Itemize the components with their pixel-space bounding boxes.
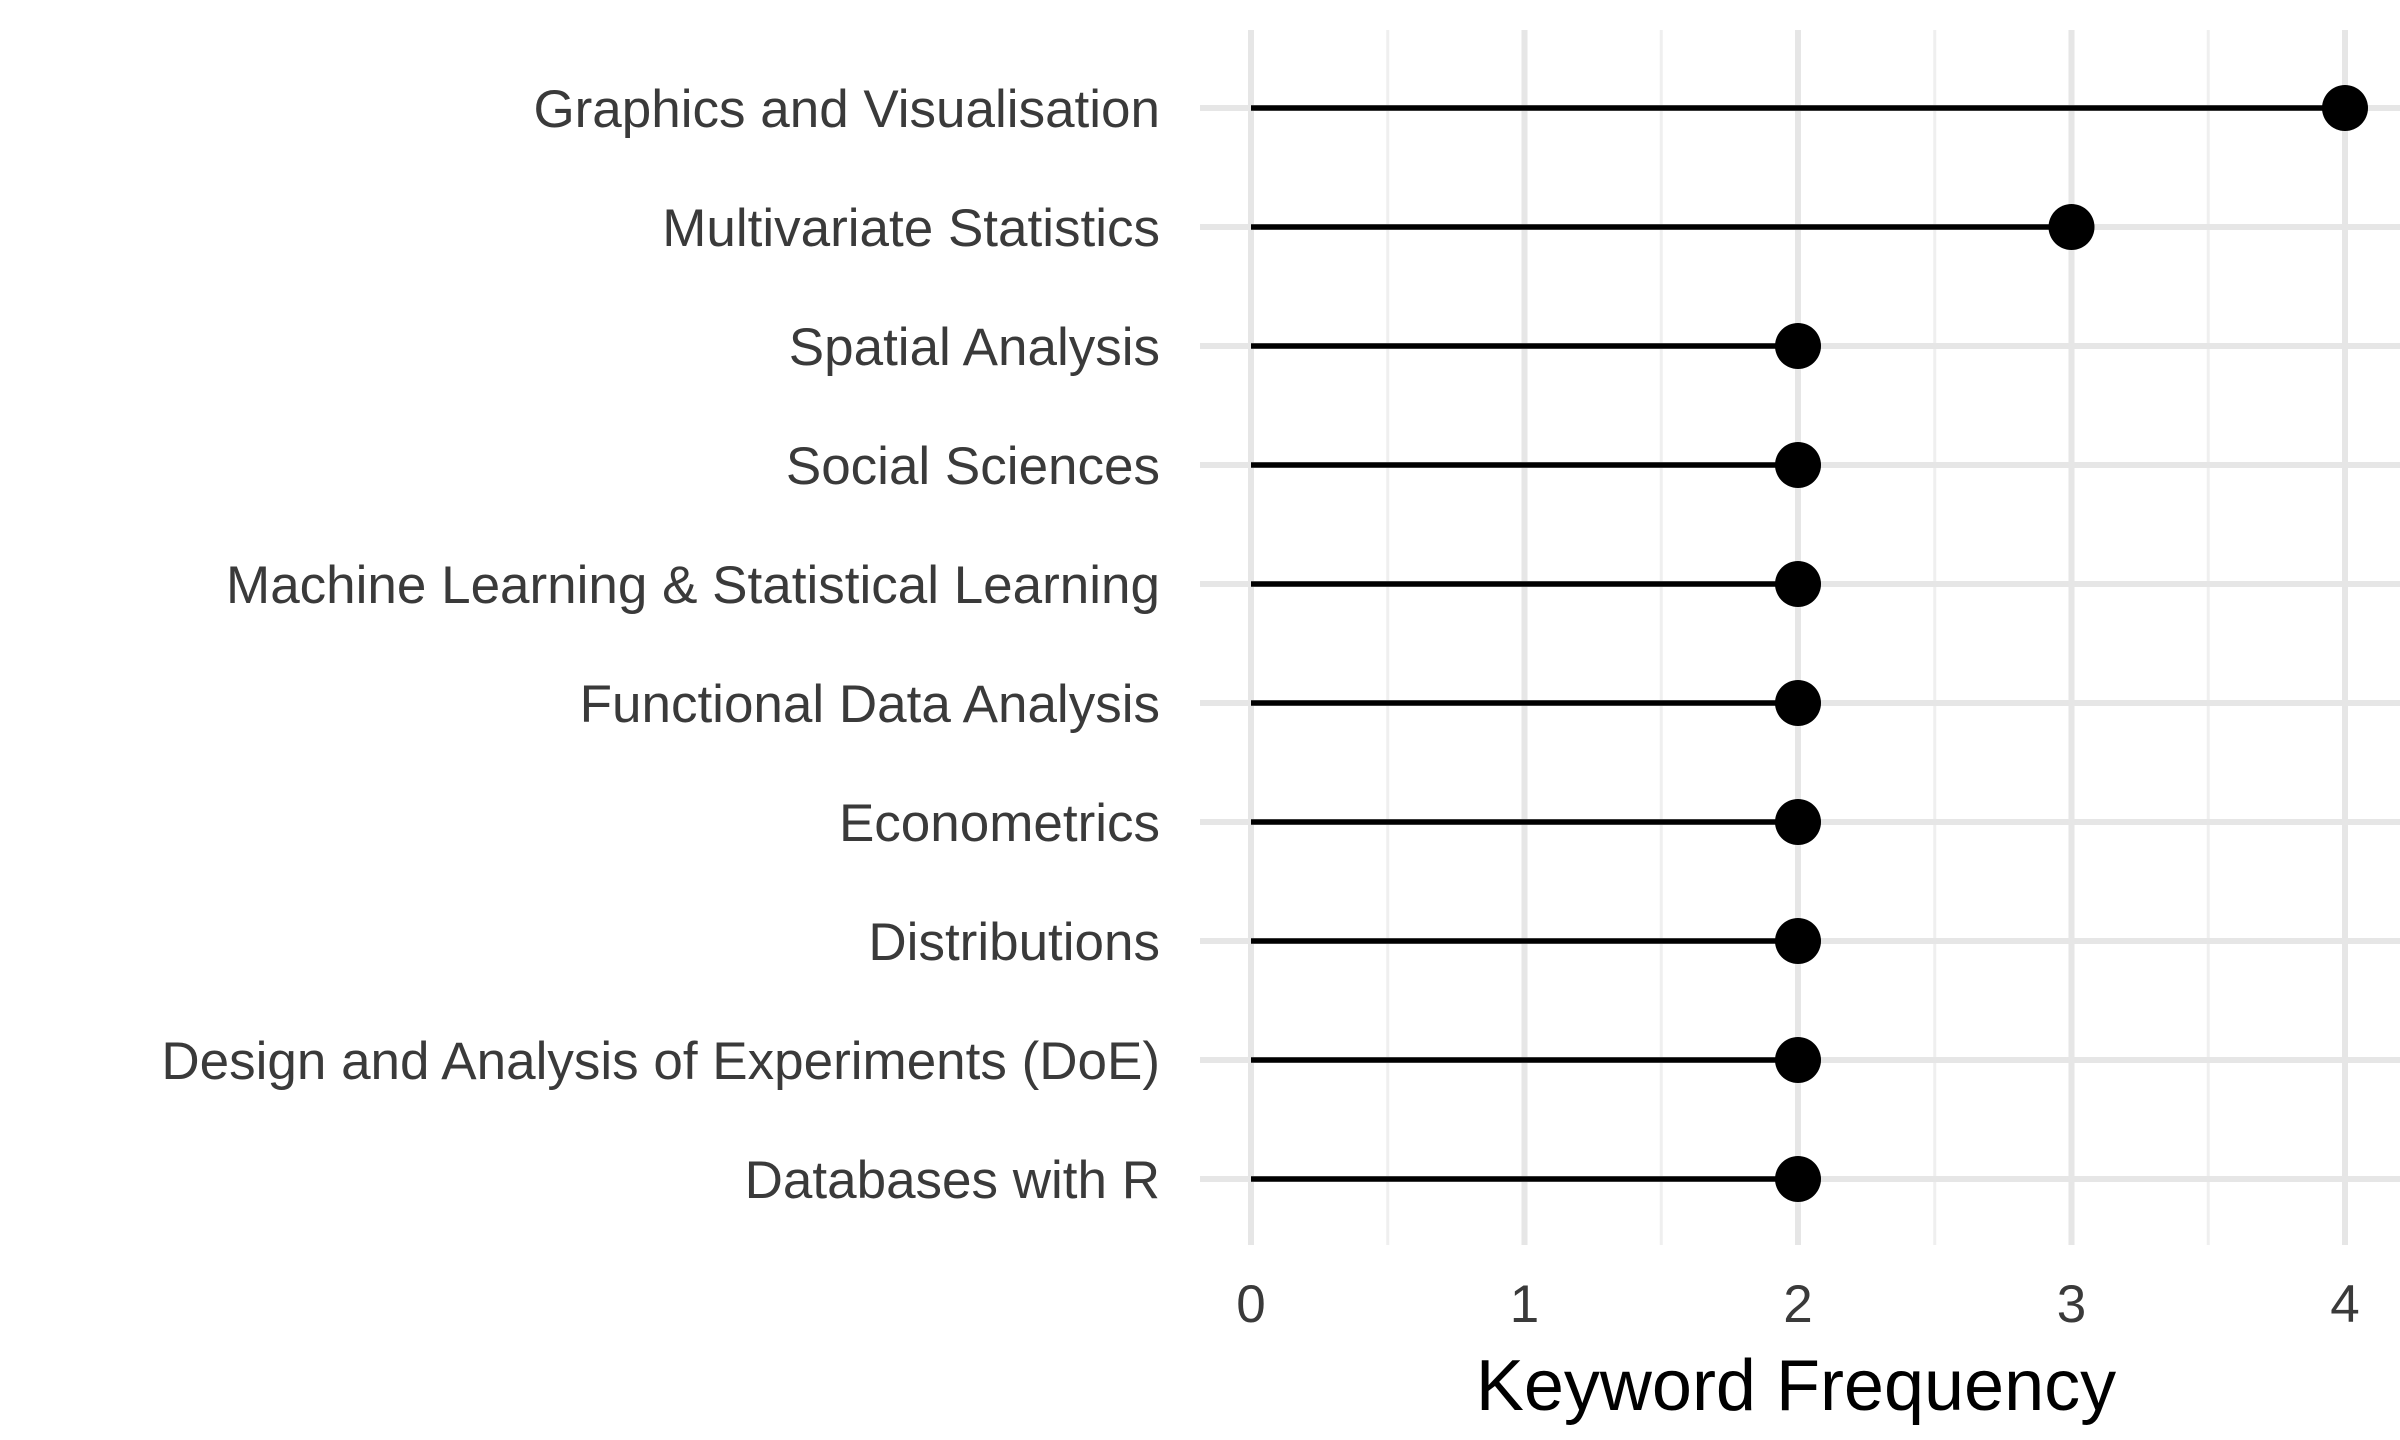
category-label: Graphics and Visualisation <box>533 80 1160 139</box>
category-label: Multivariate Statistics <box>662 199 1160 258</box>
x-axis-title: Keyword Frequency <box>1476 1346 2116 1426</box>
category-label: Databases with R <box>745 1151 1160 1210</box>
category-labels: Graphics and Visualisation Multivariate S… <box>161 80 1160 1210</box>
x-axis-tick-labels: 0 1 2 3 4 <box>1236 1275 2359 1334</box>
x-tick-label: 3 <box>2057 1275 2086 1334</box>
lollipop-point <box>2048 204 2095 250</box>
lollipop-point <box>1775 1156 1821 1202</box>
lollipop-point <box>1775 561 1821 607</box>
x-tick-label: 2 <box>1783 1275 1812 1334</box>
lollipop-point <box>1775 442 1821 488</box>
x-tick-label: 1 <box>1510 1275 1539 1334</box>
category-label: Social Sciences <box>786 437 1160 496</box>
category-label: Functional Data Analysis <box>580 675 1160 734</box>
lollipop-point <box>1775 323 1821 369</box>
lollipop-marks <box>1251 85 2368 1202</box>
category-label: Econometrics <box>839 794 1160 853</box>
x-tick-label: 4 <box>2330 1275 2359 1334</box>
category-label: Distributions <box>868 913 1160 972</box>
lollipop-point <box>1775 680 1821 726</box>
category-label: Design and Analysis of Experiments (DoE) <box>161 1032 1160 1091</box>
category-label: Spatial Analysis <box>789 318 1160 377</box>
x-tick-label: 0 <box>1236 1275 1265 1334</box>
category-label: Machine Learning & Statistical Learning <box>226 556 1160 615</box>
lollipop-point <box>2322 85 2368 131</box>
lollipop-point <box>1775 1037 1821 1083</box>
lollipop-point <box>1775 799 1821 845</box>
lollipop-point <box>1775 918 1821 964</box>
